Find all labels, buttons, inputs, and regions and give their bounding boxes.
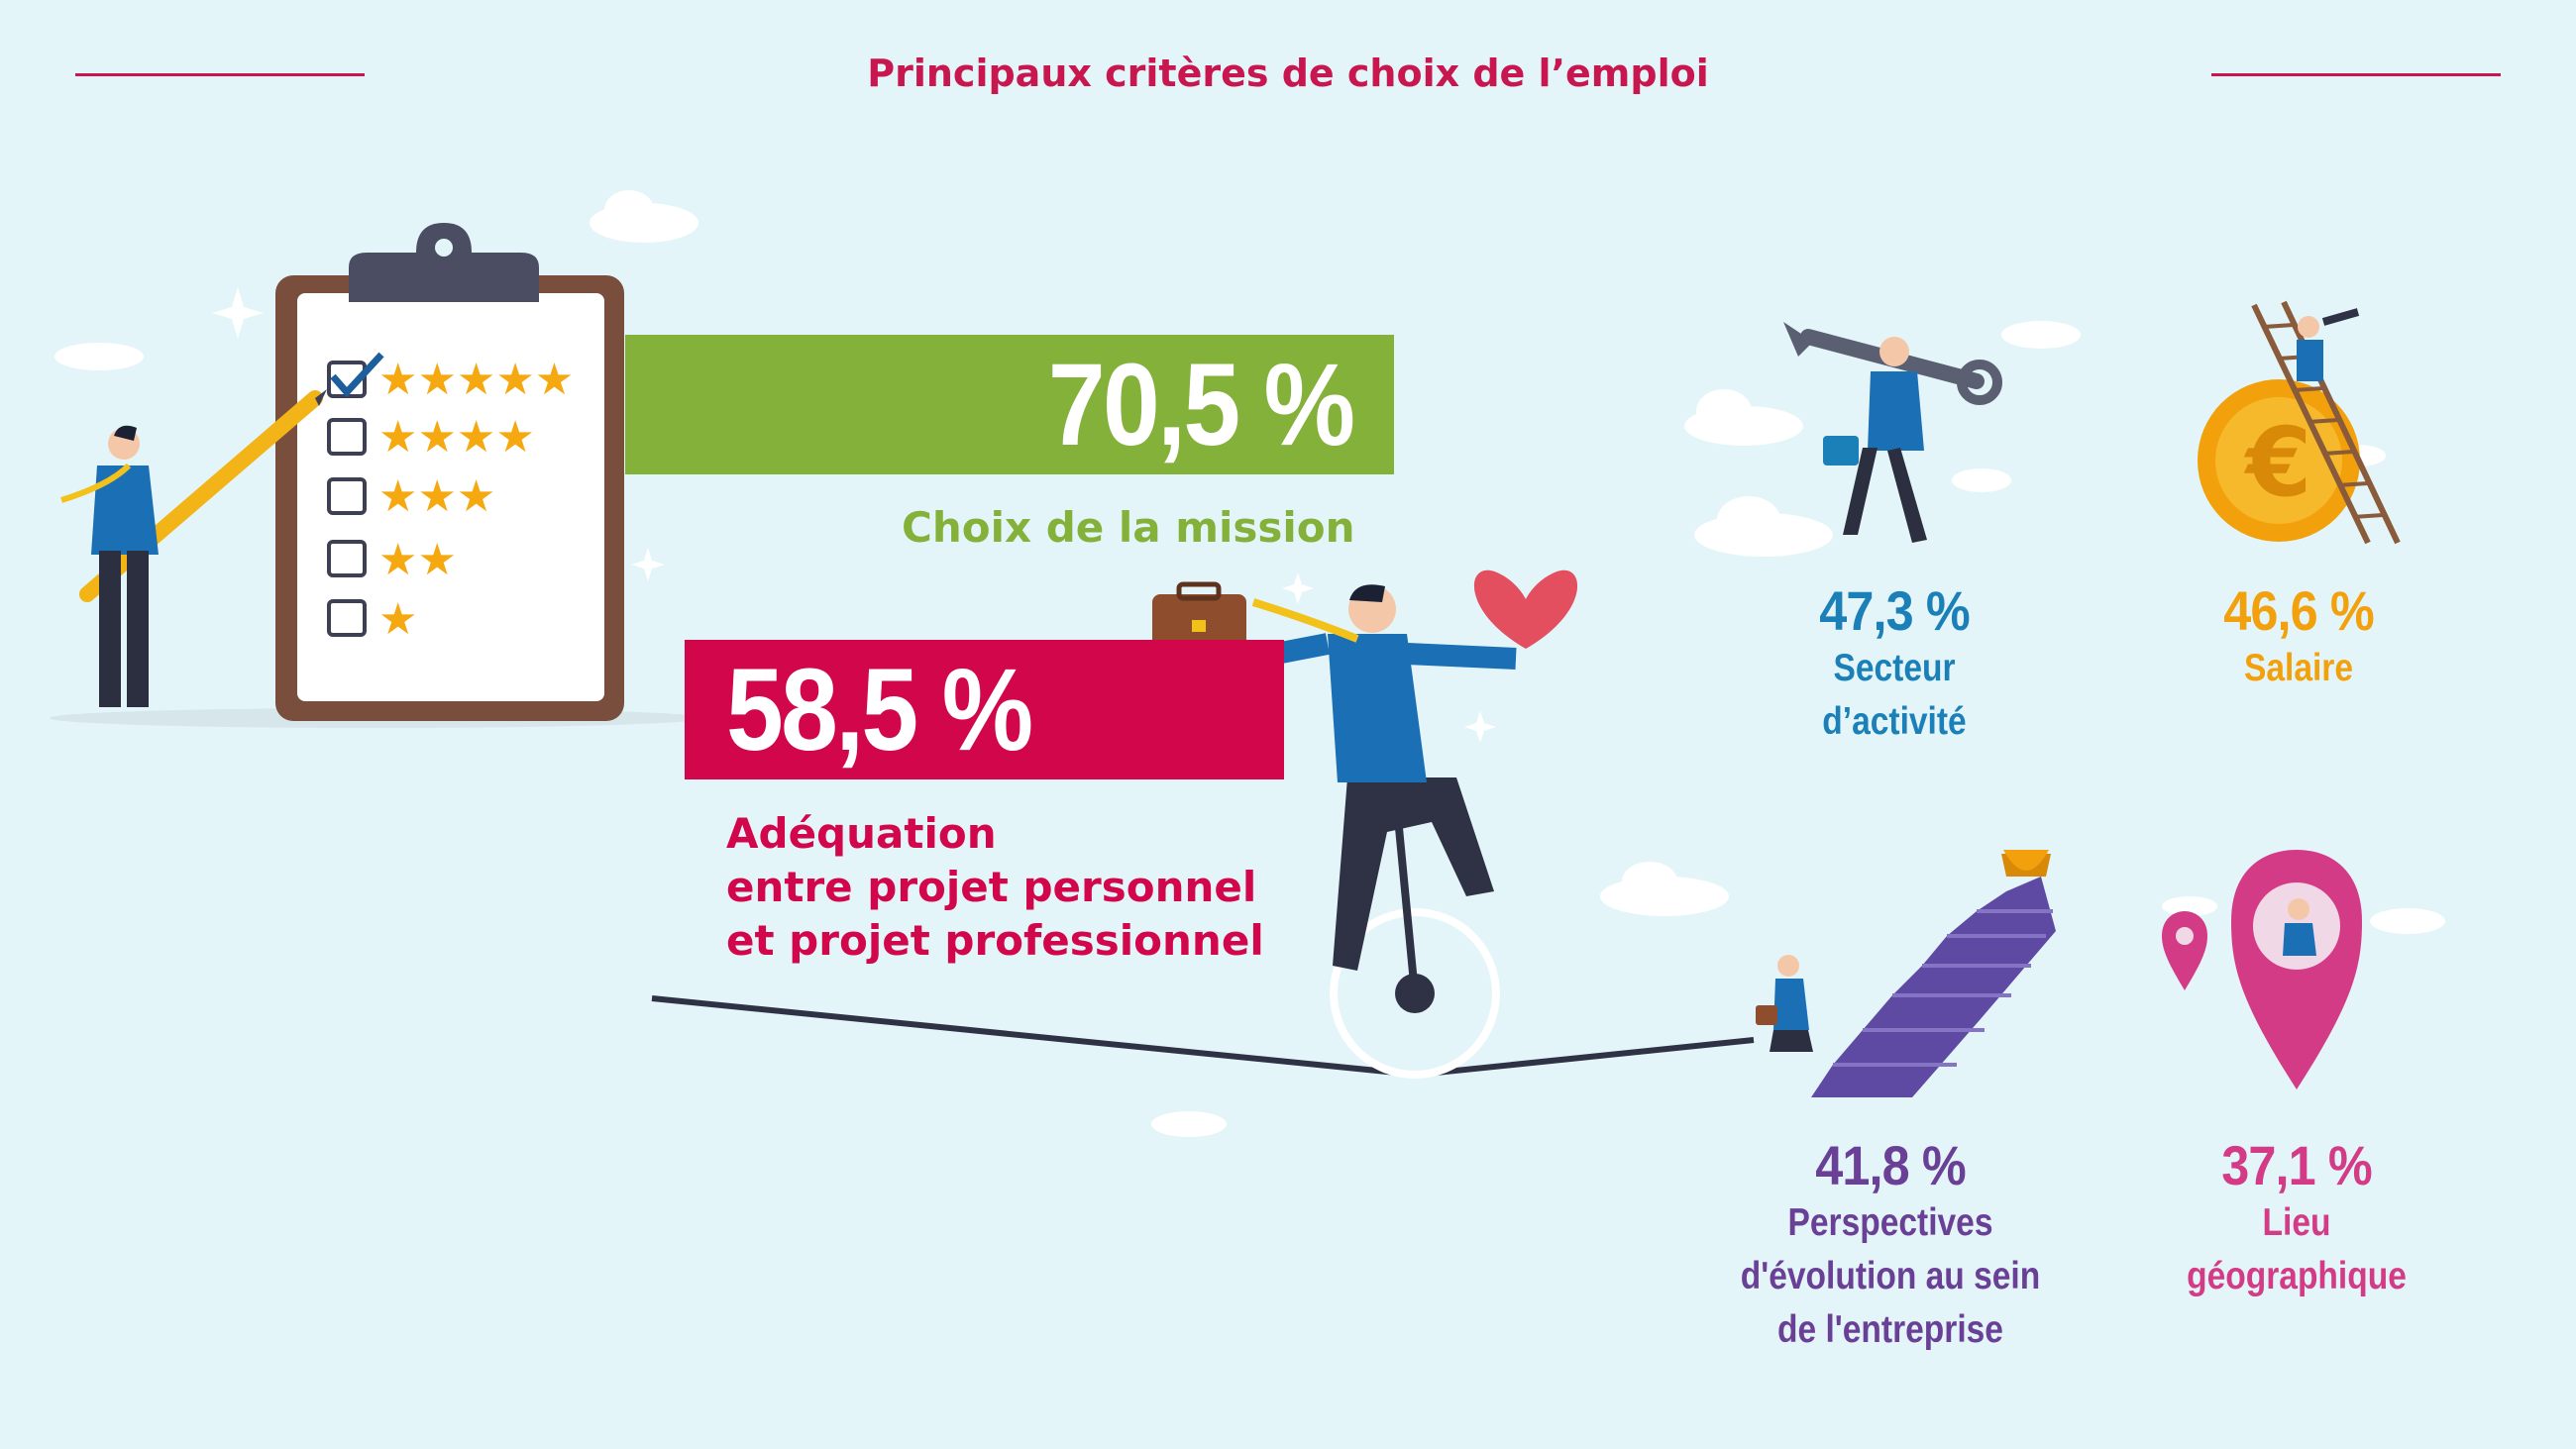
- sparkle-icon: [212, 287, 1496, 743]
- svg-text:★★★: ★★★: [378, 471, 495, 522]
- svg-text:★★: ★★: [378, 535, 457, 585]
- stat-perspectives: 41,8 % Perspectives d'évolution au sein …: [1712, 1135, 2069, 1357]
- stairs-trophy-icon: [1756, 850, 2056, 1097]
- label-line: entre projet personnel: [726, 863, 1257, 911]
- bar-value-label: 58,5 %: [726, 644, 1033, 776]
- stat-name-line: Secteur: [1833, 647, 1956, 689]
- clipboard-rating-icon: ★★★★★ ★★★★ ★★★ ★★ ★: [275, 223, 624, 721]
- stat-value-label: 47,3 %: [1819, 579, 1970, 642]
- label-line: Adéquation: [726, 809, 997, 858]
- wrench-businessman-icon: [1783, 322, 2002, 543]
- heart-icon: [1473, 569, 1578, 649]
- title-rule-right: [2211, 73, 2501, 76]
- svg-text:★: ★: [378, 594, 417, 645]
- title-rule-left: [75, 73, 365, 76]
- bar-choix-mission: 70,5 %: [625, 335, 1394, 474]
- label-line: et projet professionnel: [726, 916, 1264, 965]
- stat-name-line: d'évolution au sein: [1740, 1255, 2041, 1297]
- stat-value-label: 37,1 %: [2221, 1134, 2372, 1196]
- stat-name-line: d’activité: [1822, 700, 1967, 743]
- stat-name-line: géographique: [2187, 1255, 2407, 1297]
- label-choix-mission: Choix de la mission: [902, 503, 1355, 552]
- stat-secteur: 47,3 % Secteur d’activité: [1716, 580, 2073, 749]
- businessman-pencil-icon: [60, 389, 327, 707]
- svg-text:★★★★: ★★★★: [378, 412, 535, 463]
- stat-value-label: 41,8 %: [1815, 1134, 1966, 1196]
- chart-title: Principaux critères de choix de l’emploi: [867, 52, 1709, 95]
- bar-adequation: 58,5 %: [685, 640, 1284, 779]
- bar-value-label: 70,5 %: [1047, 339, 1355, 470]
- stat-name-line: de l'entreprise: [1777, 1308, 2003, 1351]
- stat-name-line: Perspectives: [1787, 1201, 1993, 1244]
- stat-value-label: 46,6 %: [2223, 579, 2374, 642]
- svg-text:★★★★★: ★★★★★: [378, 355, 574, 405]
- label-adequation: Adéquation entre projet personnel et pro…: [726, 807, 1341, 968]
- stat-name-line: Salaire: [2243, 647, 2354, 689]
- euro-coin-ladder-icon: €: [2198, 300, 2401, 545]
- cloud-icon: [54, 190, 2445, 1137]
- svg-text:€: €: [2244, 407, 2312, 518]
- map-pin-icon: [2162, 850, 2362, 1089]
- stat-name-line: Lieu: [2262, 1201, 2331, 1244]
- stat-salaire: 46,6 % Salaire: [2120, 580, 2477, 695]
- tightrope: [651, 995, 1755, 1079]
- stat-lieu: 37,1 % Lieu géographique: [2118, 1135, 2475, 1303]
